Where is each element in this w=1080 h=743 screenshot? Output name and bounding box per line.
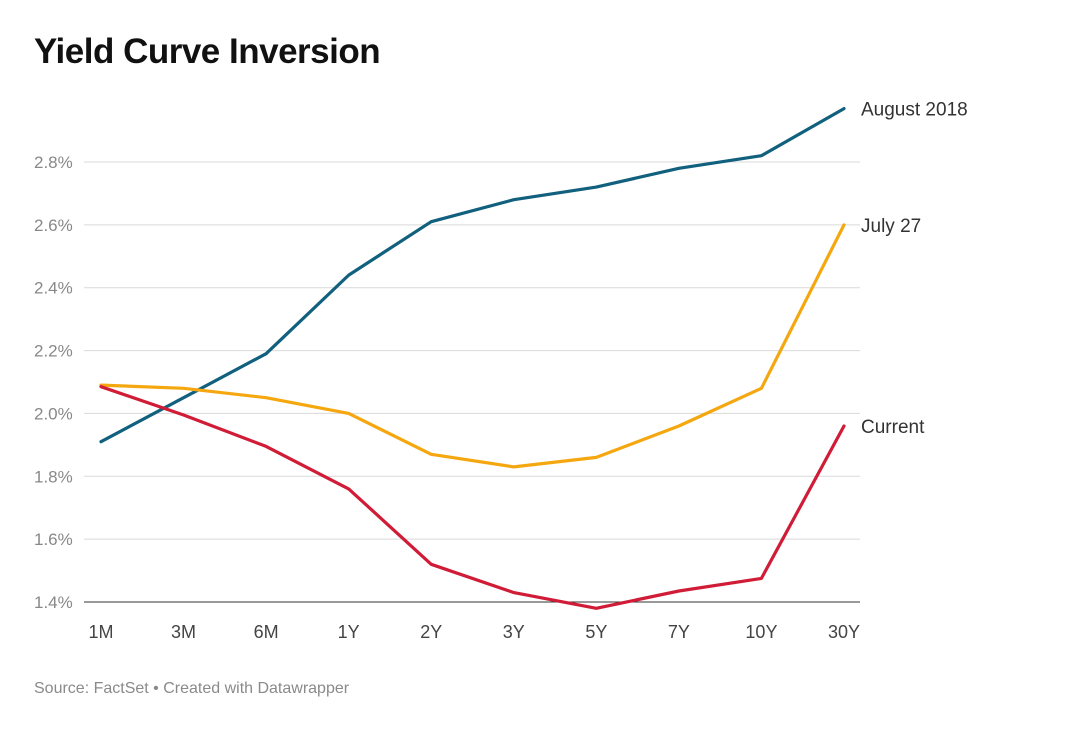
x-tick-label: 6M xyxy=(254,622,279,642)
x-tick-label: 7Y xyxy=(668,622,690,642)
y-tick-label: 2.4% xyxy=(34,279,73,298)
series-line-current xyxy=(99,385,846,610)
series-label-august-2018: August 2018 xyxy=(861,100,968,121)
chart-title: Yield Curve Inversion xyxy=(34,32,381,71)
series-line-july-27 xyxy=(99,223,846,469)
series-labels: August 2018 July 27 Current xyxy=(861,100,968,438)
y-tick-label: 2.8% xyxy=(34,153,73,172)
series-line-august-2018 xyxy=(99,106,846,444)
x-tick-label: 1Y xyxy=(338,622,360,642)
x-tick-label: 5Y xyxy=(585,622,607,642)
x-tick-label: 3Y xyxy=(503,622,525,642)
y-axis-ticks: 1.4% 1.6% 1.8% 2.0% 2.2% 2.4% 2.6% 2.8% xyxy=(34,153,73,612)
x-axis-ticks: 1M 3M 6M 1Y 2Y 3Y 5Y 7Y 10Y 30Y xyxy=(88,622,860,642)
y-tick-label: 2.0% xyxy=(34,404,73,423)
y-tick-label: 1.4% xyxy=(34,593,73,612)
source-note: Source: FactSet • Created with Datawrapp… xyxy=(34,680,350,697)
y-tick-label: 2.6% xyxy=(34,216,73,235)
gridlines xyxy=(84,161,860,603)
series-label-july-27: July 27 xyxy=(861,216,921,237)
x-tick-label: 10Y xyxy=(745,622,777,642)
series-label-current: Current xyxy=(861,417,925,438)
y-tick-label: 1.6% xyxy=(34,530,73,549)
x-tick-label: 3M xyxy=(171,622,196,642)
series-lines xyxy=(99,106,846,610)
y-tick-label: 2.2% xyxy=(34,342,73,361)
x-tick-label: 1M xyxy=(88,622,113,642)
x-tick-label: 2Y xyxy=(420,622,442,642)
x-tick-label: 30Y xyxy=(828,622,860,642)
y-tick-label: 1.8% xyxy=(34,467,73,486)
